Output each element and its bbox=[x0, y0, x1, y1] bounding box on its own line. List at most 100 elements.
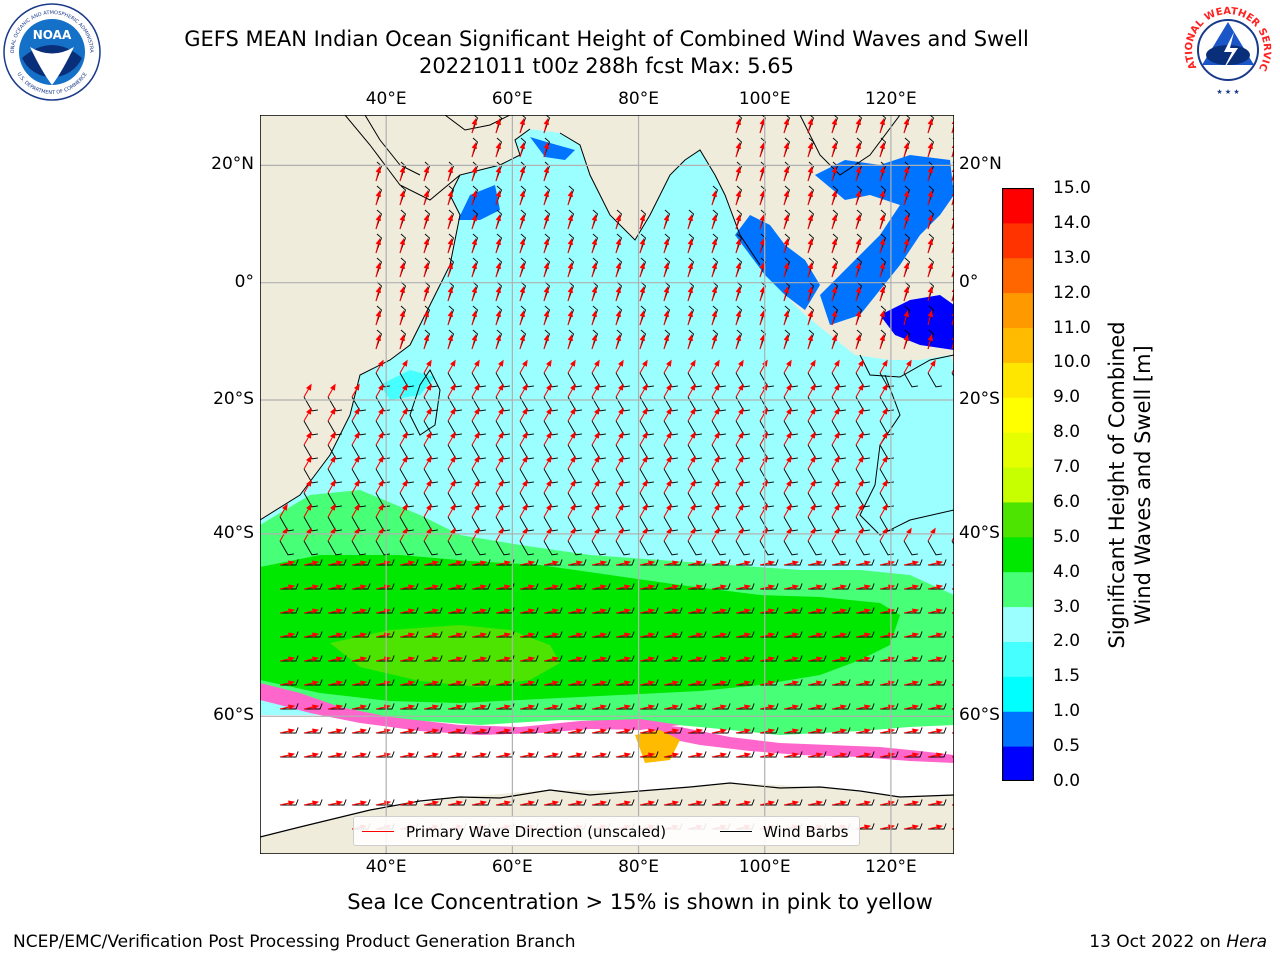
wave-direction-arrow bbox=[759, 656, 776, 662]
wind-barb bbox=[928, 823, 947, 830]
wind-barb bbox=[904, 679, 923, 686]
wind-barb bbox=[760, 799, 779, 806]
wave-direction-arrow bbox=[879, 407, 888, 422]
lon-label-bottom: 80°E bbox=[618, 857, 659, 877]
wave-direction-arrow bbox=[879, 479, 888, 494]
wave-direction-arrow bbox=[399, 214, 405, 230]
lon-label-bottom: 40°E bbox=[365, 857, 407, 877]
wind-barb bbox=[880, 799, 899, 806]
wave-direction-arrow bbox=[855, 118, 861, 134]
wind-barb bbox=[304, 727, 323, 734]
wind-barb bbox=[424, 751, 443, 758]
wave-direction-arrow bbox=[927, 584, 944, 590]
wave-direction-arrow bbox=[423, 334, 429, 350]
wave-direction-arrow bbox=[903, 262, 909, 278]
wind-barb bbox=[904, 703, 923, 710]
wind-barb bbox=[472, 703, 491, 710]
wave-direction-arrow bbox=[759, 214, 765, 230]
wave-direction-arrow bbox=[447, 286, 453, 302]
wave-direction-arrow bbox=[831, 118, 837, 134]
wind-barb bbox=[423, 516, 438, 532]
wave-direction-arrow bbox=[903, 359, 912, 374]
wave-direction-arrow bbox=[807, 286, 813, 302]
wind-barb bbox=[520, 655, 539, 662]
wind-barb bbox=[807, 420, 822, 436]
wave-direction-arrow bbox=[711, 608, 728, 614]
wind-barb bbox=[855, 444, 870, 460]
sea-ice-caption: Sea Ice Concentration > 15% is shown in … bbox=[347, 890, 933, 914]
wave-direction-arrow bbox=[783, 310, 789, 326]
wave-direction-arrow bbox=[519, 190, 525, 206]
wind-barb bbox=[543, 444, 558, 460]
colorbar-tick-label: 10.0 bbox=[1053, 352, 1091, 373]
wave-direction-arrow bbox=[327, 704, 344, 710]
wave-direction-arrow bbox=[807, 584, 824, 590]
wave-direction-arrow bbox=[615, 584, 632, 590]
wave-direction-arrow bbox=[807, 608, 824, 614]
wave-direction-arrow bbox=[615, 680, 632, 686]
wave-direction-arrow bbox=[471, 455, 480, 470]
wind-barb bbox=[736, 655, 755, 662]
wind-barb bbox=[568, 607, 587, 614]
wind-barb bbox=[543, 516, 558, 532]
wind-barb bbox=[808, 631, 827, 638]
wind-barb bbox=[472, 679, 491, 686]
wind-barb bbox=[375, 444, 390, 460]
wind-barb bbox=[663, 420, 678, 436]
wind-barb bbox=[591, 420, 606, 436]
wind-barb bbox=[807, 492, 822, 508]
wind-barb bbox=[519, 492, 534, 508]
wave-direction-arrow bbox=[543, 656, 560, 662]
wave-direction-arrow bbox=[783, 166, 789, 182]
wave-direction-arrow bbox=[543, 383, 552, 398]
wind-barb bbox=[424, 607, 443, 614]
wave-direction-arrow bbox=[351, 407, 360, 422]
wave-direction-arrow bbox=[567, 262, 573, 278]
wind-barb bbox=[807, 540, 822, 556]
wave-direction-arrow bbox=[423, 479, 432, 494]
wave-direction-arrow bbox=[807, 190, 813, 206]
wave-direction-arrow bbox=[735, 527, 744, 542]
wave-direction-arrow bbox=[807, 334, 813, 350]
wind-barb bbox=[616, 559, 635, 566]
wind-barb bbox=[664, 799, 683, 806]
wind-barb bbox=[664, 583, 683, 590]
colorbar-segment bbox=[1002, 397, 1034, 433]
wave-direction-arrow bbox=[327, 383, 336, 398]
wind-barb bbox=[832, 607, 851, 614]
wind-barb bbox=[495, 540, 510, 556]
wind-barb bbox=[591, 468, 606, 484]
wind-barb bbox=[543, 492, 558, 508]
wave-direction-arrow bbox=[807, 560, 824, 566]
wave-direction-arrow bbox=[615, 359, 624, 374]
wave-direction-arrow bbox=[519, 503, 528, 518]
wind-barb bbox=[399, 540, 414, 556]
wave-direction-arrow bbox=[615, 752, 632, 758]
wind-barb bbox=[687, 540, 702, 556]
wave-direction-arrow bbox=[735, 608, 752, 614]
wave-direction-arrow bbox=[615, 407, 624, 422]
wave-direction-arrow bbox=[351, 728, 368, 734]
wave-direction-arrow bbox=[831, 800, 848, 806]
wave-direction-arrow bbox=[567, 800, 584, 806]
wind-barb bbox=[879, 372, 894, 388]
wave-direction-arrow bbox=[447, 310, 453, 326]
wave-direction-arrow bbox=[567, 752, 584, 758]
wind-barb bbox=[712, 607, 731, 614]
wave-direction-arrow bbox=[495, 383, 504, 398]
wave-direction-arrow bbox=[423, 632, 440, 638]
wind-barb bbox=[904, 655, 923, 662]
wind-barb bbox=[328, 631, 347, 638]
wave-direction-arrow bbox=[831, 166, 837, 182]
wave-direction-arrow bbox=[519, 479, 528, 494]
wave-direction-arrow bbox=[471, 728, 488, 734]
wind-barb bbox=[591, 444, 606, 460]
wave-direction-arrow bbox=[423, 383, 432, 398]
wave-direction-arrow bbox=[735, 800, 752, 806]
wind-barb bbox=[832, 631, 851, 638]
wind-barb bbox=[352, 559, 371, 566]
lat-label-right: 20°S bbox=[959, 389, 1000, 409]
wind-barb bbox=[472, 799, 491, 806]
wind-barb bbox=[880, 559, 899, 566]
wind-barb bbox=[664, 679, 683, 686]
